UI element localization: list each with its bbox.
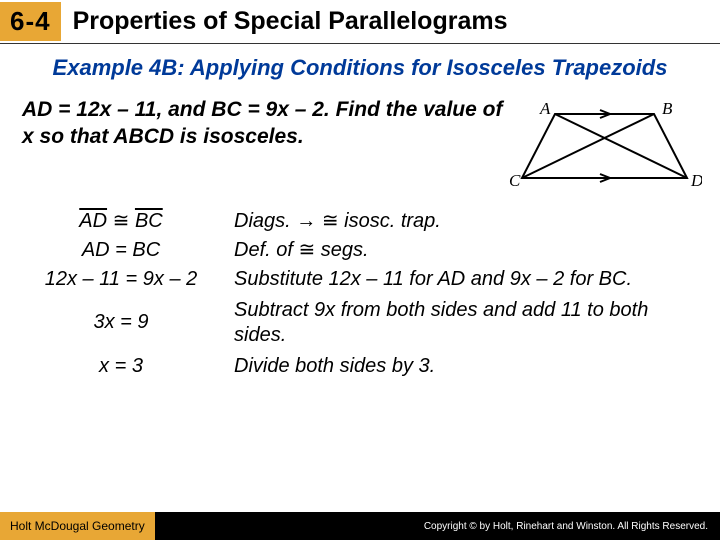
trapezoid-diagram: A B C D — [507, 96, 702, 201]
problem-text: AD = 12x – 11, and BC = 9x – 2. Find the… — [22, 96, 507, 151]
step-reason: Divide both sides by 3. — [234, 354, 702, 379]
footer: Holt McDougal Geometry Copyright © by Ho… — [0, 512, 720, 540]
step-row: AD = BC Def. of ≅ segs. — [18, 238, 702, 263]
label-b: B — [662, 99, 673, 118]
problem-row: AD = 12x – 11, and BC = 9x – 2. Find the… — [0, 96, 720, 201]
lesson-title: Properties of Special Parallelograms — [61, 7, 508, 36]
step-reason: Def. of ≅ segs. — [234, 238, 702, 263]
step-row: 3x = 9 Subtract 9x from both sides and a… — [18, 298, 702, 348]
step-row: AD ≅ BC Diags. → ≅ isosc. trap. — [18, 209, 702, 234]
step-statement: AD = BC — [18, 239, 234, 262]
step-reason: Subtract 9x from both sides and add 11 t… — [234, 298, 702, 348]
step-statement: AD ≅ BC — [18, 210, 234, 233]
title-bar: 6-4 Properties of Special Parallelograms — [0, 0, 720, 44]
example-heading: Example 4B: Applying Conditions for Isos… — [40, 54, 680, 82]
step-reason: Diags. → ≅ isosc. trap. — [234, 209, 702, 234]
label-c: C — [509, 171, 521, 190]
copyright: Copyright © by Holt, Rinehart and Winsto… — [155, 512, 720, 540]
lesson-tag: 6-4 — [0, 2, 61, 41]
step-statement: 12x – 11 = 9x – 2 — [18, 268, 234, 291]
step-row: x = 3 Divide both sides by 3. — [18, 354, 702, 379]
proof-steps: AD ≅ BC Diags. → ≅ isosc. trap. AD = BC … — [0, 209, 720, 379]
label-a: A — [539, 99, 551, 118]
step-statement: x = 3 — [18, 355, 234, 378]
step-reason: Substitute 12x – 11 for AD and 9x – 2 fo… — [234, 267, 702, 292]
label-d: D — [690, 171, 702, 190]
step-statement: 3x = 9 — [18, 311, 234, 334]
publisher: Holt McDougal Geometry — [0, 512, 155, 540]
step-row: 12x – 11 = 9x – 2 Substitute 12x – 11 fo… — [18, 267, 702, 292]
